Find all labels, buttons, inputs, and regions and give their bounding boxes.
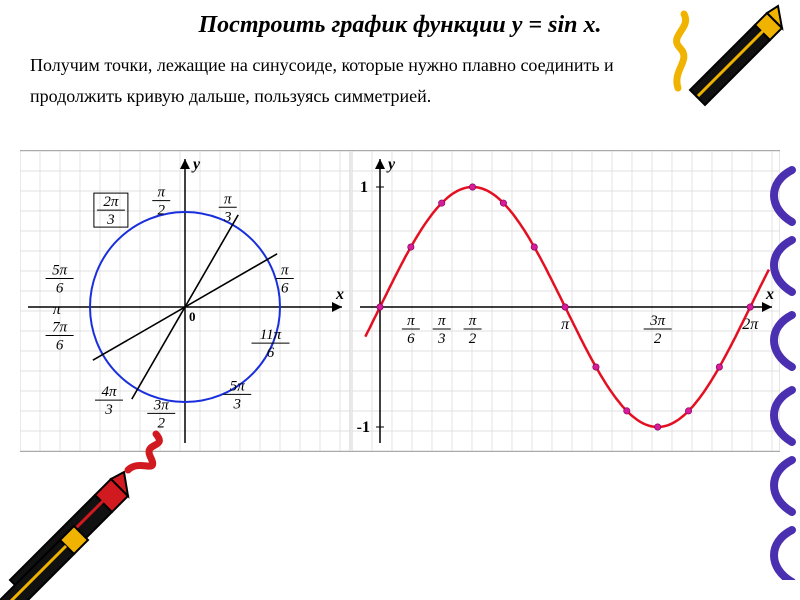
svg-text:π: π bbox=[281, 263, 289, 279]
svg-text:-1: -1 bbox=[357, 419, 370, 436]
svg-text:1: 1 bbox=[360, 179, 368, 196]
svg-text:π: π bbox=[157, 185, 165, 201]
svg-text:2: 2 bbox=[158, 203, 166, 219]
svg-text:3: 3 bbox=[223, 209, 232, 225]
svg-text:3π: 3π bbox=[649, 313, 666, 329]
svg-text:2: 2 bbox=[469, 331, 477, 347]
svg-text:6: 6 bbox=[267, 345, 275, 361]
svg-text:6: 6 bbox=[407, 331, 415, 347]
svg-text:2π: 2π bbox=[103, 194, 119, 210]
svg-text:π: π bbox=[53, 301, 62, 318]
svg-text:5π: 5π bbox=[230, 378, 246, 394]
svg-text:y: y bbox=[191, 156, 201, 173]
page-description: Получим точки, лежащие на синусоиде, кот… bbox=[30, 50, 650, 111]
svg-text:3: 3 bbox=[104, 402, 113, 418]
svg-text:π: π bbox=[224, 191, 232, 207]
svg-text:5π: 5π bbox=[52, 263, 68, 279]
svg-text:3: 3 bbox=[106, 212, 115, 228]
charts-panel: xy0π6π3π22π35π6π7π64π33π25π311π6xy1-1π6π… bbox=[20, 150, 780, 452]
svg-text:6: 6 bbox=[56, 338, 64, 354]
svg-text:π: π bbox=[469, 313, 477, 329]
svg-text:2: 2 bbox=[158, 415, 166, 431]
svg-text:7π: 7π bbox=[52, 320, 68, 336]
svg-text:π: π bbox=[407, 313, 415, 329]
svg-text:2: 2 bbox=[654, 331, 662, 347]
svg-text:y: y bbox=[386, 156, 396, 173]
svg-text:6: 6 bbox=[56, 281, 64, 297]
crayon-decoration-top bbox=[670, 0, 790, 110]
svg-text:3: 3 bbox=[437, 331, 446, 347]
squiggle-decoration-right bbox=[750, 150, 800, 580]
svg-text:π: π bbox=[561, 316, 570, 333]
svg-text:3: 3 bbox=[233, 396, 242, 412]
svg-text:4π: 4π bbox=[101, 384, 117, 400]
charts-svg: xy0π6π3π22π35π6π7π64π33π25π311π6xy1-1π6π… bbox=[20, 151, 780, 451]
svg-text:6: 6 bbox=[281, 281, 289, 297]
crayon-decoration-bottom-left bbox=[0, 430, 170, 600]
svg-text:3π: 3π bbox=[153, 397, 170, 413]
svg-text:x: x bbox=[335, 286, 344, 303]
svg-text:π: π bbox=[438, 313, 446, 329]
svg-text:0: 0 bbox=[189, 309, 196, 324]
svg-text:11π: 11π bbox=[260, 327, 282, 343]
